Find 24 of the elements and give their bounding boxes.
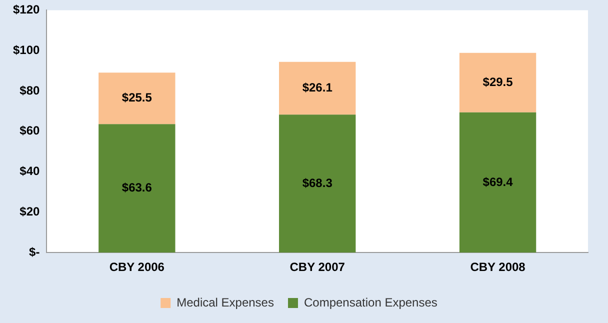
data-label: $29.5 [482,74,514,89]
y-tick-label: $40 [20,164,40,178]
legend-label: Medical Expenses [176,295,274,310]
y-tick-label: $100 [12,42,40,57]
data-label: $68.3 [302,176,333,190]
data-label: $63.6 [122,180,152,195]
legend-label: Compensation Expenses [304,295,438,310]
x-tick-label: CBY 2006 [109,260,165,274]
bar [279,62,356,115]
bar [98,124,176,253]
data-label: $26.1 [302,80,333,95]
data-label: $69.4 [482,174,514,189]
x-tick-label: CBY 2008 [470,260,526,274]
y-tick-label: $20 [20,204,40,219]
y-tick-label: $- [29,244,40,259]
y-tick-label: $60 [20,124,40,138]
y-tick-label: $80 [20,83,40,98]
bar [98,72,176,124]
data-label: $25.5 [122,90,152,105]
bar [459,52,536,112]
x-tick-label: CBY 2007 [290,260,346,274]
y-tick-label: $120 [12,2,40,17]
bar [279,114,356,253]
bar [459,112,536,253]
